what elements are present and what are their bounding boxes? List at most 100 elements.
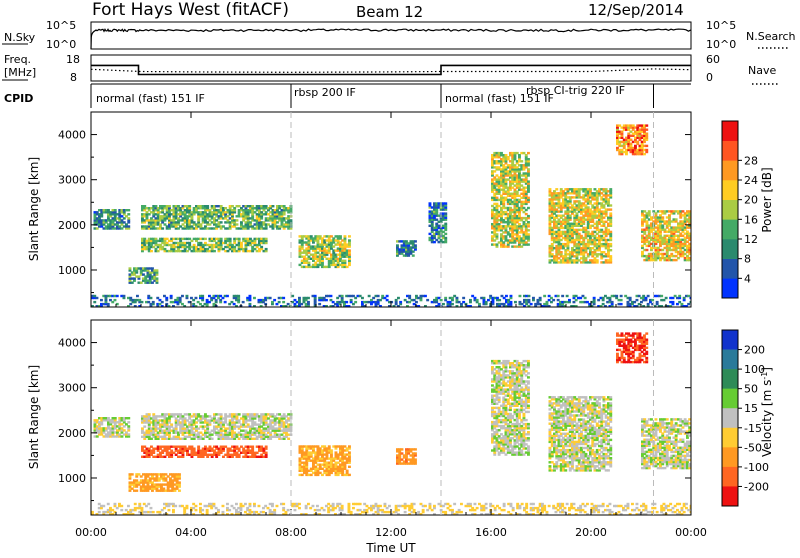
noise-left-tick-top: 10^5 — [46, 19, 76, 32]
velocity-data — [91, 332, 693, 515]
power-cell — [129, 267, 132, 269]
power-cell — [330, 235, 333, 237]
power-cell — [318, 303, 321, 305]
power-cell — [609, 231, 612, 233]
cpid-segment-label: normal (fast) 151 IF — [96, 92, 205, 105]
noise-sky-trace — [91, 29, 691, 49]
power-cell — [655, 243, 658, 245]
power-cell — [181, 295, 184, 297]
power-cell — [129, 297, 132, 299]
power-cell — [518, 235, 521, 237]
power-cell — [527, 229, 530, 231]
power-cell — [114, 299, 117, 301]
power-cell — [260, 246, 263, 248]
power-cell — [249, 295, 252, 297]
power-cell — [298, 297, 301, 299]
power-cell — [344, 237, 347, 239]
power-ytick-label: 3000 — [58, 174, 86, 187]
velocity-cell — [254, 421, 257, 423]
power-cell — [308, 262, 311, 264]
power-cell — [525, 154, 528, 156]
power-cell — [609, 235, 612, 237]
power-cell — [354, 301, 357, 303]
power-cell — [282, 301, 285, 303]
power-cell — [123, 211, 126, 213]
nave-trace — [91, 69, 691, 72]
power-cell — [584, 297, 587, 299]
power-cell — [314, 299, 317, 301]
power-cell — [161, 301, 164, 303]
power-cell — [668, 222, 671, 224]
power-cell — [650, 249, 653, 251]
power-cell — [569, 215, 572, 217]
power-cell — [242, 301, 245, 303]
power-cell — [451, 303, 454, 305]
power-cell — [264, 299, 267, 301]
velocity-cell — [178, 481, 181, 483]
power-cell — [133, 280, 136, 282]
power-cell — [426, 299, 429, 301]
power-cell — [433, 241, 436, 243]
power-cell — [265, 248, 268, 250]
power-cell — [396, 244, 399, 246]
power-cell — [136, 295, 139, 297]
power-cell — [629, 297, 632, 299]
power-cell — [301, 237, 304, 239]
power-cell — [344, 260, 347, 262]
power-cell — [199, 303, 202, 305]
freq-trace — [91, 65, 691, 74]
freq-panel: Freq. [MHz] 18 8 60 0 Nave — [2, 53, 778, 84]
power-cell — [127, 225, 130, 227]
power-cell — [609, 255, 612, 257]
power-cell — [496, 233, 499, 235]
power-cell — [188, 242, 191, 244]
power-cell — [368, 295, 371, 297]
power-cell — [505, 160, 508, 162]
power-cell — [621, 153, 624, 155]
power-cell — [539, 297, 542, 299]
power-cell — [516, 152, 519, 154]
power-cell — [156, 277, 159, 279]
power-cell — [645, 299, 648, 301]
power-cell — [253, 297, 256, 299]
power-cell — [525, 193, 528, 195]
power-cell — [620, 303, 623, 305]
power-cell — [348, 252, 351, 254]
power-cell — [179, 299, 182, 301]
power-cell — [668, 216, 671, 218]
power-cell — [530, 303, 533, 305]
power-cell — [605, 235, 608, 237]
power-cell — [433, 235, 436, 237]
power-cell — [287, 303, 290, 305]
power-cell — [528, 295, 531, 297]
power-cell — [645, 145, 648, 147]
power-cell — [609, 188, 612, 190]
power-cell — [307, 301, 310, 303]
power-cell — [444, 297, 447, 299]
power-cell — [496, 197, 499, 199]
power-cell — [165, 297, 168, 299]
power-y-axis-label: Slant Range [km] — [27, 157, 41, 261]
power-cell — [611, 301, 614, 303]
cpid-segment-label: rbsp CI-trig 220 IF — [526, 84, 625, 97]
velocity-cell — [143, 425, 146, 427]
power-cell — [440, 299, 443, 301]
velocity-cell — [135, 475, 138, 477]
power-cell — [377, 295, 380, 297]
power-cell — [500, 152, 503, 154]
power-cell — [348, 249, 351, 251]
power-cell — [395, 299, 398, 301]
velocity-cell — [127, 425, 130, 427]
power-cell — [456, 297, 459, 299]
power-cell — [278, 301, 281, 303]
power-cell — [195, 297, 198, 299]
power-cell — [661, 216, 664, 218]
power-cell — [539, 299, 542, 301]
velocity-cell — [211, 438, 214, 440]
power-cell — [609, 208, 612, 210]
power-cell — [523, 152, 526, 154]
power-cell — [663, 299, 666, 301]
velocity-cell — [222, 423, 225, 425]
power-cell — [589, 188, 592, 190]
power-cell — [444, 241, 447, 243]
